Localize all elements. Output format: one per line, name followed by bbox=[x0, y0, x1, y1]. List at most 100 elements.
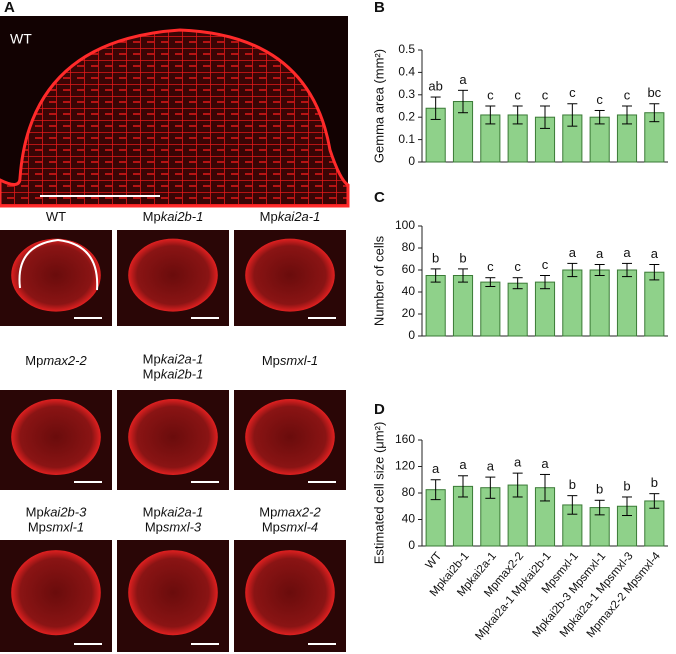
bar bbox=[616, 269, 638, 337]
y-tick-label: 0.4 bbox=[398, 65, 415, 79]
label-part: Mp bbox=[145, 520, 163, 535]
significance-letter: c bbox=[542, 87, 549, 102]
bar bbox=[452, 275, 474, 337]
image-label: Mpmax2-2 bbox=[259, 505, 321, 520]
y-tick-label: 80 bbox=[402, 485, 416, 499]
significance-letter: c bbox=[514, 259, 521, 274]
significance-letter: c bbox=[569, 85, 576, 100]
bar bbox=[534, 281, 556, 337]
y-tick-label: 60 bbox=[402, 262, 416, 276]
label-part: Mp bbox=[259, 505, 277, 520]
image-label: WT bbox=[46, 209, 66, 224]
bar bbox=[589, 269, 610, 337]
y-tick-label: 80 bbox=[402, 240, 416, 254]
image-label: Mpsmxl-1 bbox=[262, 353, 318, 368]
significance-letter: a bbox=[651, 246, 659, 261]
label-part: Mp bbox=[262, 353, 280, 368]
bar bbox=[425, 275, 446, 337]
significance-letter: c bbox=[596, 92, 603, 107]
y-tick-label: 0 bbox=[408, 154, 415, 168]
label-part: kai2a-1 bbox=[278, 209, 321, 224]
significance-letter: a bbox=[596, 246, 604, 261]
significance-letter: a bbox=[432, 461, 440, 476]
bar bbox=[507, 282, 528, 337]
significance-letter: ab bbox=[428, 78, 442, 93]
bar bbox=[480, 281, 501, 337]
y-axis-label: Number of cells bbox=[371, 235, 386, 326]
label-part: smxl-1 bbox=[280, 353, 318, 368]
significance-letter: c bbox=[624, 87, 631, 102]
y-tick-label: 20 bbox=[402, 306, 416, 320]
x-tick-label: WT bbox=[424, 550, 445, 571]
gemma bbox=[128, 399, 218, 475]
panel-label: A bbox=[4, 0, 15, 16]
y-tick-label: 0.1 bbox=[398, 132, 415, 146]
bar bbox=[562, 269, 583, 337]
significance-letter: a bbox=[514, 455, 522, 470]
y-tick-label: 40 bbox=[402, 512, 416, 526]
label-part: kai2b-1 bbox=[161, 209, 204, 224]
significance-letter: b bbox=[432, 250, 439, 265]
label-part: Mp bbox=[26, 505, 44, 520]
gemma bbox=[245, 550, 335, 636]
gemma bbox=[245, 399, 335, 475]
image-label: Mpkai2b-1 bbox=[143, 209, 204, 224]
y-tick-label: 0.3 bbox=[398, 87, 415, 101]
label-part: smxl-3 bbox=[163, 520, 202, 535]
label-part: Mp bbox=[143, 209, 161, 224]
y-tick-label: 0.2 bbox=[398, 109, 415, 123]
label-part: Mp bbox=[28, 520, 46, 535]
label-part: kai2b-1 bbox=[161, 367, 204, 382]
significance-letter: bc bbox=[647, 85, 661, 100]
significance-letter: b bbox=[596, 482, 603, 497]
significance-letter: c bbox=[487, 259, 494, 274]
panel-label: D bbox=[374, 401, 385, 418]
label-part: Mp bbox=[260, 209, 278, 224]
y-axis-label: Gemma area (mm²) bbox=[371, 49, 386, 163]
gemma bbox=[128, 238, 218, 312]
image-label: Mpkai2b-3 bbox=[26, 505, 87, 520]
y-tick-label: 0.5 bbox=[398, 42, 415, 56]
top-image: WT bbox=[0, 16, 350, 208]
y-tick-label: 160 bbox=[395, 432, 415, 446]
label-part: Mp bbox=[143, 367, 161, 382]
label-part: max2-2 bbox=[277, 505, 321, 520]
y-tick-label: 100 bbox=[395, 218, 415, 232]
significance-letter: c bbox=[514, 87, 521, 102]
panel-label: B bbox=[374, 0, 385, 16]
gemma bbox=[11, 550, 101, 636]
bar bbox=[644, 271, 665, 337]
image-label: Mpsmxl-3 bbox=[145, 520, 202, 535]
image-label: Mpkai2a-1 bbox=[143, 352, 204, 367]
label-part: kai2b-3 bbox=[44, 505, 87, 520]
panel-label: C bbox=[374, 189, 385, 206]
label-part: kai2a-1 bbox=[161, 505, 204, 520]
label-part: Mp bbox=[143, 352, 161, 367]
image-label: Mpkai2a-1 bbox=[260, 209, 321, 224]
y-tick-label: 0 bbox=[408, 328, 415, 342]
significance-letter: b bbox=[569, 477, 576, 492]
label-part: Mp bbox=[262, 520, 280, 535]
image-label: Mpkai2b-1 bbox=[143, 367, 204, 382]
y-tick-label: 40 bbox=[402, 284, 416, 298]
significance-letter: a bbox=[487, 459, 495, 474]
image-label: Mpkai2a-1 bbox=[143, 505, 204, 520]
label-part: smxl-1 bbox=[46, 520, 84, 535]
y-axis-label: Estimated cell size (μm²) bbox=[371, 422, 386, 565]
significance-letter: a bbox=[459, 72, 467, 87]
label-part: Mp bbox=[25, 353, 43, 368]
significance-letter: b bbox=[459, 250, 466, 265]
significance-letter: a bbox=[623, 245, 631, 260]
significance-letter: c bbox=[542, 257, 549, 272]
image-label: WT bbox=[10, 31, 32, 47]
gemma bbox=[11, 238, 101, 312]
image-label: Mpsmxl-1 bbox=[28, 520, 84, 535]
label-part: WT bbox=[46, 209, 66, 224]
significance-letter: a bbox=[541, 456, 549, 471]
gemma bbox=[245, 238, 335, 312]
significance-letter: a bbox=[459, 457, 467, 472]
significance-letter: b bbox=[651, 475, 658, 490]
label-part: max2-2 bbox=[43, 353, 87, 368]
significance-letter: a bbox=[569, 245, 577, 260]
